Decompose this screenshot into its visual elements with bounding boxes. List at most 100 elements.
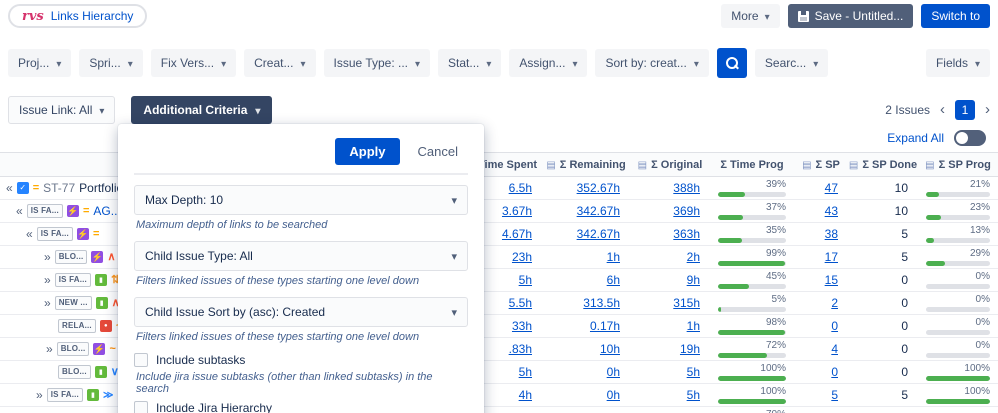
expand-chevron-icon[interactable]: »	[36, 388, 43, 402]
panel-select-description: Filters linked issues of these types sta…	[136, 331, 420, 343]
time-spent-link[interactable]: 6.5h	[508, 181, 532, 195]
remaining-link[interactable]: 0h	[606, 388, 620, 402]
column-header-sp-prog[interactable]: Σ SP Prog	[918, 153, 998, 176]
column-header-time-prog[interactable]: Σ Time Prog	[710, 153, 794, 176]
expand-chevron-icon[interactable]: »	[44, 296, 51, 310]
link-type-badge: BLO...	[54, 250, 88, 264]
column-header-original[interactable]: Σ Original	[630, 153, 710, 176]
sp-link[interactable]: 0	[831, 365, 838, 379]
save-button[interactable]: Save - Untitled...	[787, 4, 914, 28]
remaining-link[interactable]: 342.67h	[576, 204, 620, 218]
column-header-sp[interactable]: Σ SP	[794, 153, 848, 176]
time-progress-cell: 99%	[710, 246, 794, 268]
original-link[interactable]: 19h	[679, 342, 700, 356]
issue-type-icon	[93, 343, 106, 355]
additional-criteria-button[interactable]: Additional Criteria	[131, 95, 273, 124]
time-spent-link[interactable]: 33h	[511, 319, 532, 333]
original-link[interactable]: 388h	[673, 181, 700, 195]
original-link[interactable]: 1h	[686, 319, 700, 333]
panel-checkbox-row[interactable]: Include subtasks	[134, 353, 468, 367]
prev-page-icon[interactable]	[940, 102, 945, 117]
sp-link[interactable]: 0	[831, 319, 838, 333]
original-link[interactable]: 2h	[686, 250, 700, 264]
remaining-link[interactable]: 0h	[606, 365, 620, 379]
issue-link-dropdown[interactable]: Issue Link: All	[8, 95, 116, 124]
filter-dropdown-button[interactable]: Fix Vers...	[150, 49, 237, 77]
sp-link[interactable]: 47	[824, 181, 838, 195]
filter-dropdown-button[interactable]: Issue Type: ...	[323, 49, 431, 77]
expand-chevron-icon[interactable]: »	[46, 342, 53, 356]
filter-dropdown-button[interactable]: Proj...	[8, 49, 72, 77]
sp-link[interactable]: 17	[824, 250, 838, 264]
sp-link[interactable]: 4	[831, 342, 838, 356]
chevron-down-icon	[415, 56, 420, 70]
checkbox[interactable]	[134, 353, 148, 367]
issue-key[interactable]: ST-77	[43, 181, 76, 195]
more-button[interactable]: More	[721, 4, 780, 28]
next-page-icon[interactable]	[985, 102, 990, 117]
page-number[interactable]: 1	[955, 99, 975, 120]
expand-chevron-icon[interactable]: «	[26, 227, 33, 241]
panel-select[interactable]: Max Depth: 10	[134, 185, 468, 215]
expand-chevron-icon[interactable]: »	[44, 273, 51, 287]
filter-dropdown-button[interactable]: Sort by: creat...	[595, 49, 709, 77]
sp-link[interactable]: 2	[831, 296, 838, 310]
sp-link[interactable]: 43	[824, 204, 838, 218]
sp-progress-cell: 100%	[918, 384, 998, 406]
remaining-link[interactable]: 313.5h	[583, 296, 620, 310]
panel-checkbox-row[interactable]: Include Jira Hierarchy	[134, 401, 468, 413]
sp-link[interactable]: 15	[824, 273, 838, 287]
column-header-time-spent[interactable]: Σ Time Spent	[450, 153, 542, 176]
original-link[interactable]: 5h	[686, 365, 700, 379]
original-link[interactable]: 315h	[673, 296, 700, 310]
filter-dropdown-button[interactable]: Stat...	[438, 49, 502, 77]
time-spent-link[interactable]: .83h	[508, 342, 532, 356]
column-header-remaining[interactable]: Σ Remaining	[542, 153, 630, 176]
panel-actions: Apply Cancel	[134, 132, 468, 175]
time-spent-link[interactable]: 23h	[511, 250, 532, 264]
panel-select[interactable]: Child Issue Type: All	[134, 241, 468, 271]
time-spent-link[interactable]: 5.5h	[508, 296, 532, 310]
original-link[interactable]: 369h	[673, 204, 700, 218]
expand-all-link[interactable]: Expand All	[887, 131, 944, 145]
time-spent-link[interactable]: 5h	[518, 273, 532, 287]
issue-title[interactable]: AG...	[93, 204, 121, 218]
original-link[interactable]: 5h	[686, 388, 700, 402]
filter-dropdown-button[interactable]: Assign...	[509, 49, 588, 77]
more-button-label: More	[731, 9, 759, 23]
expand-chevron-icon[interactable]: «	[16, 204, 23, 218]
expand-all-toggle[interactable]	[954, 130, 986, 146]
time-spent-link[interactable]: 3.67h	[501, 204, 532, 218]
remaining-link[interactable]: 352.67h	[576, 181, 620, 195]
remaining-link[interactable]: 10h	[599, 342, 620, 356]
time-spent-link[interactable]: 5h	[518, 365, 532, 379]
sp-link[interactable]: 38	[824, 227, 838, 241]
app-logo-badge[interactable]: rvs Links Hierarchy	[8, 4, 148, 28]
original-link[interactable]: 9h	[686, 273, 700, 287]
remaining-cell: 1h	[542, 246, 630, 268]
filter-dropdown-button[interactable]: Creat...	[244, 49, 316, 77]
search-menu-button[interactable]: Searc...	[754, 49, 829, 77]
table-row[interactable]: 70%	[0, 407, 998, 413]
filter-dropdown-button[interactable]: Spri...	[79, 49, 143, 77]
remaining-link[interactable]: 342.67h	[576, 227, 620, 241]
checkbox[interactable]	[134, 401, 148, 413]
fields-button[interactable]: Fields	[925, 49, 990, 77]
switch-to-button[interactable]: Switch to	[921, 4, 990, 28]
column-header-sp-done[interactable]: Σ SP Done	[848, 153, 918, 176]
sp-progress-fill	[926, 261, 945, 266]
expand-chevron-icon[interactable]: «	[6, 181, 13, 195]
panel-select[interactable]: Child Issue Sort by (asc): Created	[134, 297, 468, 327]
remaining-link[interactable]: 1h	[606, 250, 620, 264]
cancel-button[interactable]: Cancel	[408, 138, 468, 165]
remaining-link[interactable]: 0.17h	[589, 319, 620, 333]
expand-chevron-icon[interactable]: »	[44, 250, 51, 264]
time-spent-link[interactable]: 4h	[518, 388, 532, 402]
remaining-link[interactable]: 6h	[606, 273, 620, 287]
sp-cell: 0	[794, 361, 848, 383]
sp-link[interactable]: 5	[831, 388, 838, 402]
original-link[interactable]: 363h	[673, 227, 700, 241]
search-button[interactable]	[716, 48, 747, 78]
time-spent-link[interactable]: 4.67h	[501, 227, 532, 241]
apply-button[interactable]: Apply	[335, 138, 400, 165]
